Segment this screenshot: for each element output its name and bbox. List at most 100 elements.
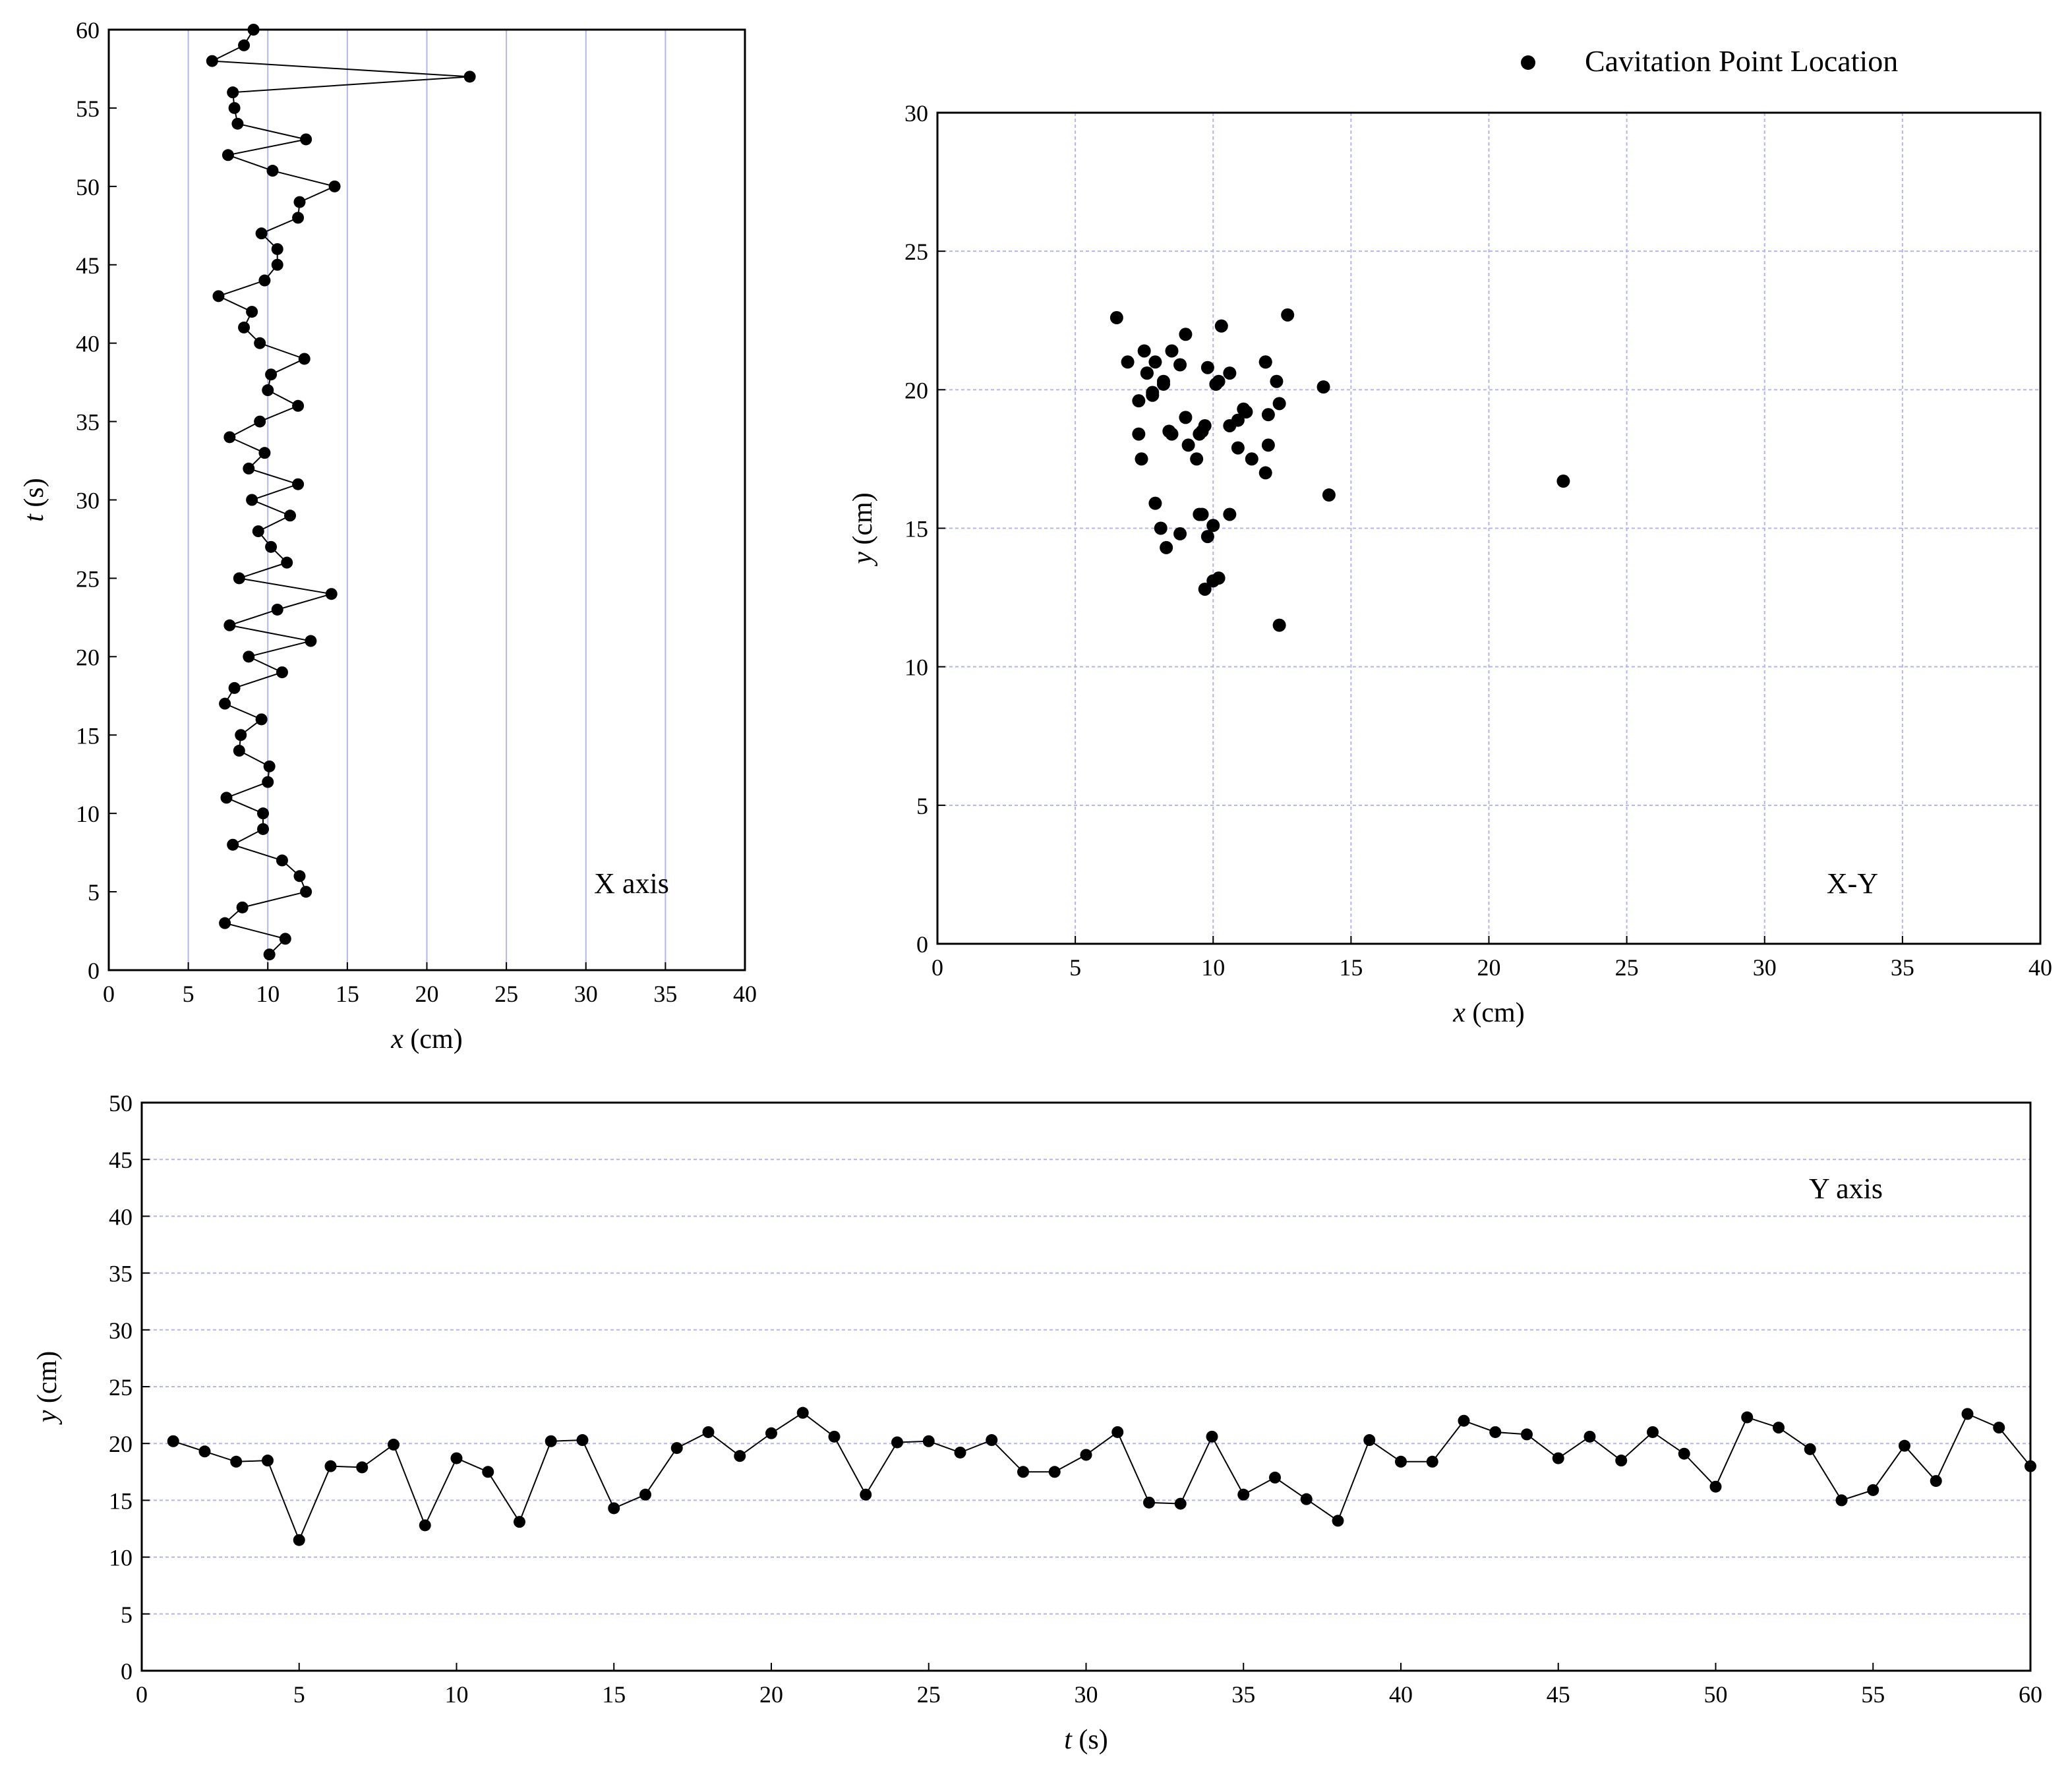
data-point: [986, 1434, 998, 1447]
data-point: [227, 838, 239, 851]
data-point: [263, 948, 276, 961]
series-line: [173, 1412, 2031, 1542]
data-point: [220, 792, 233, 804]
y-tick-label: 15: [109, 1488, 133, 1514]
data-point: [236, 901, 249, 913]
data-point: [1206, 1430, 1218, 1443]
x-tick-label: 30: [1075, 1681, 1098, 1708]
data-point: [1322, 488, 1336, 502]
data-point: [1200, 361, 1214, 374]
y-axis-label-var: y: [848, 552, 878, 567]
x-tick-label: 5: [293, 1681, 305, 1708]
data-point: [266, 165, 279, 177]
data-point: [1173, 527, 1187, 540]
data-point: [1261, 438, 1275, 452]
data-point: [247, 24, 260, 36]
data-point: [1181, 438, 1195, 452]
x-tick-label: 0: [103, 981, 115, 1007]
data-point: [254, 415, 266, 428]
data-point: [1615, 1455, 1628, 1467]
y-tick-label: 15: [76, 722, 100, 749]
data-point: [608, 1502, 620, 1515]
data-point: [1552, 1452, 1564, 1464]
data-point: [1148, 496, 1162, 510]
x-tick-label: 20: [759, 1681, 783, 1708]
data-point: [233, 572, 245, 585]
data-point: [1458, 1414, 1470, 1427]
data-point: [328, 180, 341, 192]
data-point: [1132, 427, 1146, 441]
data-point: [1223, 507, 1237, 521]
x-axis-panel: 0 5 10 15 20 25 30 35 40 0 5 10 15 20 25 30 35 40 45 50 55 60…: [19, 17, 757, 1055]
x-tick-label: 25: [494, 981, 518, 1007]
data-point: [228, 101, 241, 114]
data-point: [300, 133, 312, 146]
x-tick-label: 60: [2019, 1681, 2042, 1708]
data-point: [1867, 1484, 1879, 1496]
data-point: [233, 745, 245, 757]
data-point: [262, 776, 274, 788]
x-tick-label: 55: [1861, 1681, 1885, 1708]
data-point: [262, 384, 274, 397]
y-tick-label: 50: [109, 1090, 133, 1116]
data-point: [324, 1460, 337, 1472]
data-point: [223, 619, 236, 631]
data-point: [1647, 1426, 1659, 1438]
data-point: [230, 1455, 243, 1468]
data-point: [765, 1427, 777, 1439]
data-point: [238, 321, 251, 333]
y-tick-label: 25: [109, 1374, 133, 1401]
y-tick-label: 45: [76, 252, 100, 279]
legend-marker: [1521, 55, 1535, 70]
data-point: [292, 212, 305, 224]
data-point: [271, 243, 283, 255]
data-point: [702, 1426, 715, 1438]
data-point: [828, 1430, 841, 1443]
x-tick-label: 30: [1753, 954, 1777, 981]
data-point: [419, 1519, 431, 1532]
data-point: [231, 117, 244, 130]
x-tick-label: 10: [1201, 954, 1225, 981]
x-axis-label: x (cm): [1452, 998, 1524, 1028]
data-point: [254, 337, 266, 349]
data-point: [206, 55, 218, 67]
y-tick-label: 25: [76, 565, 100, 592]
data-point: [1195, 424, 1209, 438]
y-tick-label: 10: [904, 654, 928, 681]
data-point: [1272, 618, 1286, 632]
y-axis-label-unit: (cm): [32, 1351, 63, 1410]
x-tick-label: 15: [336, 981, 359, 1007]
data-point: [258, 447, 271, 459]
data-point: [1258, 355, 1272, 369]
data-point: [1111, 1426, 1124, 1438]
data-point: [246, 494, 258, 506]
data-point: [1258, 466, 1272, 480]
data-point: [1109, 311, 1123, 325]
data-point: [1281, 308, 1295, 322]
data-point: [1993, 1422, 2005, 1434]
data-point: [1137, 344, 1151, 358]
data-point: [271, 258, 283, 271]
x-tick-label: 35: [653, 981, 677, 1007]
y-axis-label-var: y: [32, 1410, 63, 1425]
data-marks: [1109, 308, 1570, 632]
data-point: [1300, 1493, 1313, 1505]
data-point: [265, 368, 278, 381]
x-axis-label-var: t: [1064, 1725, 1073, 1755]
data-point: [293, 870, 306, 882]
data-point: [1237, 1488, 1250, 1501]
data-point: [1179, 411, 1193, 424]
data-point: [262, 1455, 274, 1467]
x-tick-label: 15: [1339, 954, 1363, 981]
data-point: [279, 933, 291, 945]
data-point: [545, 1435, 557, 1447]
y-tick-label: 30: [904, 100, 928, 127]
data-point: [1272, 397, 1286, 411]
data-point: [1156, 377, 1170, 391]
data-point: [1140, 366, 1154, 380]
x-tick-label: 35: [1231, 1681, 1255, 1708]
data-point: [257, 823, 270, 835]
y-tick-label: 30: [109, 1317, 133, 1344]
